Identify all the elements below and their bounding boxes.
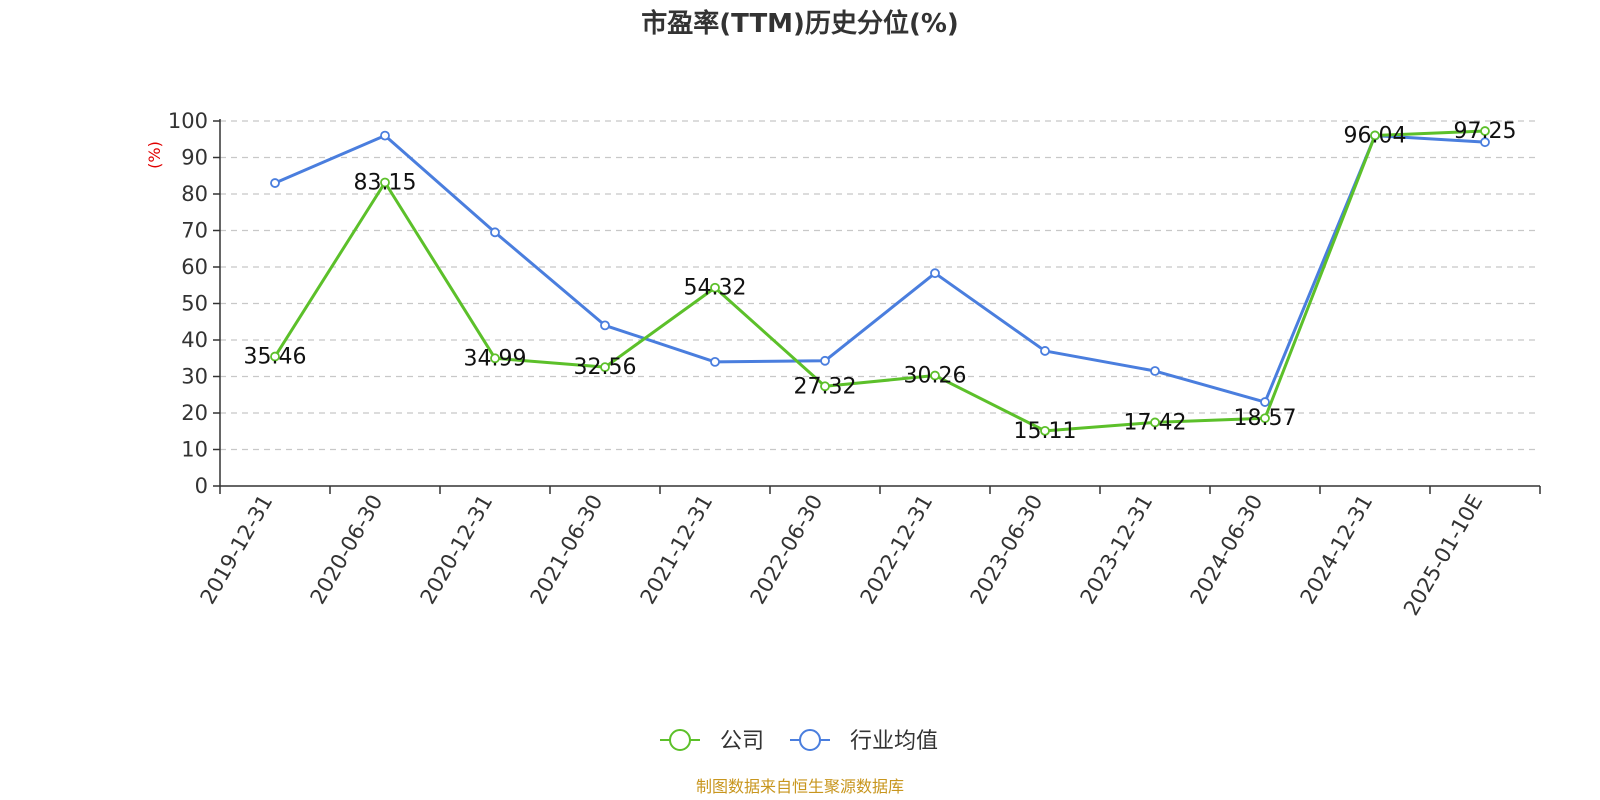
y-tick-label: 10 <box>181 438 208 462</box>
data-point-company[interactable] <box>1260 413 1270 424</box>
legend-marker-industry-average <box>799 729 821 751</box>
series <box>270 126 1490 436</box>
data-point-industry-average[interactable] <box>270 178 280 188</box>
x-tick-label: 2024-06-30 <box>1186 491 1268 609</box>
data-point-industry-average[interactable] <box>710 356 720 367</box>
data-point-industry-average[interactable] <box>820 355 830 366</box>
x-tick-label: 2023-06-30 <box>966 491 1048 609</box>
data-point-company[interactable] <box>1150 417 1160 428</box>
data-point-industry-average[interactable] <box>600 320 610 331</box>
series-line-company <box>273 129 1486 433</box>
data-label-company: 97.25 <box>1454 119 1517 144</box>
y-axis-unit-label: (%) <box>145 141 164 169</box>
y-tick-label: 40 <box>181 328 208 352</box>
data-point-industry-average[interactable] <box>1480 137 1490 148</box>
legend[interactable]: 公司 行业均值 <box>660 729 938 754</box>
chart-title: 市盈率(TTM)历史分位(%) <box>641 8 959 39</box>
x-tick-label: 2024-12-31 <box>1296 491 1378 609</box>
data-label-company: 15.11 <box>1014 419 1077 444</box>
y-tick-label: 60 <box>181 255 208 279</box>
data-point-company[interactable] <box>710 282 720 293</box>
legend-marker-company <box>669 729 691 751</box>
data-label-company: 27.32 <box>794 374 857 399</box>
data-point-industry-average[interactable] <box>1150 366 1160 376</box>
data-label-company: 96.04 <box>1344 123 1407 148</box>
data-point-industry-average[interactable] <box>380 130 390 141</box>
x-tick-label: 2021-06-30 <box>526 491 608 609</box>
data-point-company[interactable] <box>1370 130 1380 141</box>
data-point-industry-average[interactable] <box>930 268 940 279</box>
data-point-industry-average[interactable] <box>490 227 500 238</box>
series-line-industry-average <box>274 134 1486 404</box>
y-tick-label: 100 <box>168 109 208 133</box>
legend-item-industry-average[interactable]: 行业均值 <box>790 729 938 754</box>
data-label-company: 54.32 <box>684 276 747 301</box>
x-tick-label: 2019-12-31 <box>196 491 278 609</box>
x-tick-label: 2023-12-31 <box>1076 491 1158 609</box>
data-point-industry-average[interactable] <box>1040 346 1050 356</box>
data-point-company[interactable] <box>270 351 280 362</box>
y-tick-label: 80 <box>181 182 208 206</box>
legend-item-company[interactable]: 公司 <box>660 729 764 754</box>
source-note: 制图数据来自恒生聚源数据库 <box>696 777 904 796</box>
data-point-company[interactable] <box>380 177 390 188</box>
legend-label-industry-average: 行业均值 <box>850 729 938 754</box>
y-tick-label: 20 <box>181 401 208 425</box>
data-point-company[interactable] <box>600 362 610 373</box>
data-point-industry-average[interactable] <box>1260 397 1270 407</box>
grid <box>220 120 1540 451</box>
data-point-company[interactable] <box>490 353 500 364</box>
x-tick-label: 2025-01-10E <box>1399 491 1487 620</box>
legend-label-company: 公司 <box>720 729 764 754</box>
y-tick-label: 70 <box>181 219 208 243</box>
y-tick-label: 50 <box>181 292 208 316</box>
x-tick-label: 2022-06-30 <box>746 491 828 609</box>
data-label-company: 32.56 <box>574 355 637 380</box>
data-point-company[interactable] <box>820 381 830 392</box>
data-label-company: 17.42 <box>1124 410 1187 435</box>
y-tick-label: 30 <box>181 365 208 389</box>
data-label-company: 83.15 <box>354 171 417 196</box>
x-tick-label: 2020-06-30 <box>306 491 388 609</box>
data-point-company[interactable] <box>930 370 940 381</box>
data-label-company: 34.99 <box>464 346 527 371</box>
x-tick-label: 2020-12-31 <box>416 491 498 609</box>
data-label-company: 35.46 <box>244 345 307 370</box>
x-tick-label: 2021-12-31 <box>636 491 718 609</box>
y-tick-label: 90 <box>181 146 208 170</box>
data-labels: 35.46 83.15 34.99 32.56 54.32 27.32 30.26 15.11… <box>244 119 1517 444</box>
data-label-company: 18.57 <box>1234 406 1297 431</box>
data-label-company: 30.26 <box>904 364 967 389</box>
y-tick-label: 0 <box>195 474 208 498</box>
data-point-company[interactable] <box>1040 425 1050 436</box>
x-tick-label: 2022-12-31 <box>856 491 938 609</box>
data-point-company[interactable] <box>1480 126 1490 136</box>
